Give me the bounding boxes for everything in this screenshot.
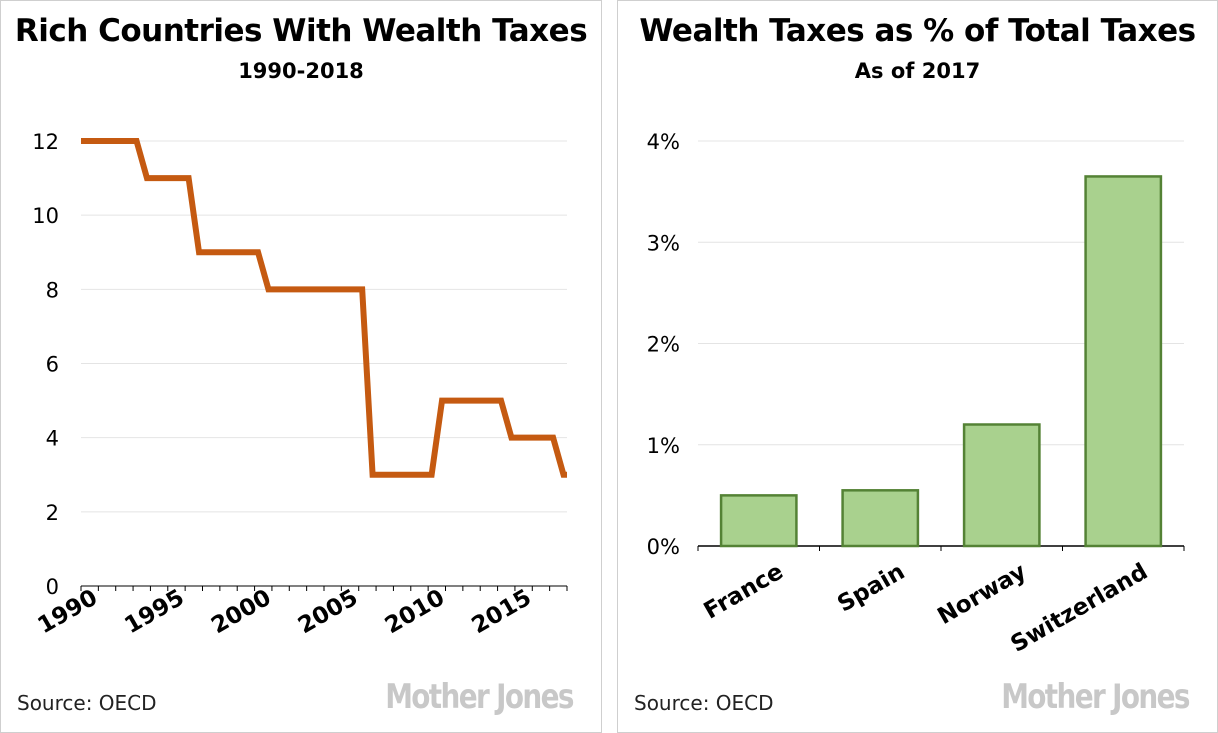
brand-logo: Mother Jones bbox=[385, 677, 574, 717]
x-tick-label: 2010 bbox=[381, 585, 449, 640]
bar bbox=[1084, 175, 1163, 548]
y-tick-label: 2% bbox=[647, 333, 680, 357]
x-tick-label: 2015 bbox=[467, 585, 535, 640]
source-note: Source: OECD bbox=[634, 691, 774, 715]
y-tick-label: 8 bbox=[46, 278, 59, 302]
chart-title: Rich Countries With Wealth Taxes bbox=[14, 13, 588, 49]
y-tick-label: 0% bbox=[647, 535, 680, 559]
series-line bbox=[81, 138, 567, 478]
y-tick-label: 6 bbox=[46, 353, 59, 377]
bar bbox=[962, 423, 1041, 548]
y-tick-label: 4 bbox=[46, 427, 59, 451]
wealth-tax-count-panel: Rich Countries With Wealth Taxes 1990-20… bbox=[0, 0, 602, 733]
y-tick-label: 10 bbox=[32, 204, 59, 228]
chart-subtitle: As of 2017 bbox=[854, 59, 981, 83]
y-tick-label: 1% bbox=[647, 434, 680, 458]
line-chart: 0 2 4 6 8 10 12 1990 1995 2000 2005 2010 2015 bbox=[32, 130, 568, 640]
bar bbox=[841, 489, 920, 548]
y-tick-label: 3% bbox=[647, 231, 680, 255]
category-label: Switzerland bbox=[1007, 559, 1153, 658]
source-note: Source: OECD bbox=[17, 691, 157, 715]
x-tick-label: 2000 bbox=[207, 585, 275, 640]
wealth-tax-share-panel: Wealth Taxes as % of Total Taxes As of 2… bbox=[617, 0, 1218, 733]
x-tick-label: 1990 bbox=[34, 585, 102, 640]
y-tick-label: 2 bbox=[46, 501, 59, 525]
brand-logo: Mother Jones bbox=[1001, 677, 1190, 717]
category-label: Spain bbox=[833, 559, 909, 618]
x-tick-label: 1995 bbox=[120, 585, 188, 640]
category-label: France bbox=[700, 559, 788, 625]
y-tick-label: 4% bbox=[647, 130, 680, 154]
chart-title: Wealth Taxes as % of Total Taxes bbox=[639, 13, 1196, 49]
category-label: Norway bbox=[933, 559, 1030, 630]
y-tick-label: 12 bbox=[32, 130, 59, 154]
x-tick-label: 2005 bbox=[294, 585, 362, 640]
y-tick-label: 0 bbox=[46, 575, 59, 599]
chart-subtitle: 1990-2018 bbox=[238, 59, 364, 83]
bar bbox=[719, 494, 798, 548]
